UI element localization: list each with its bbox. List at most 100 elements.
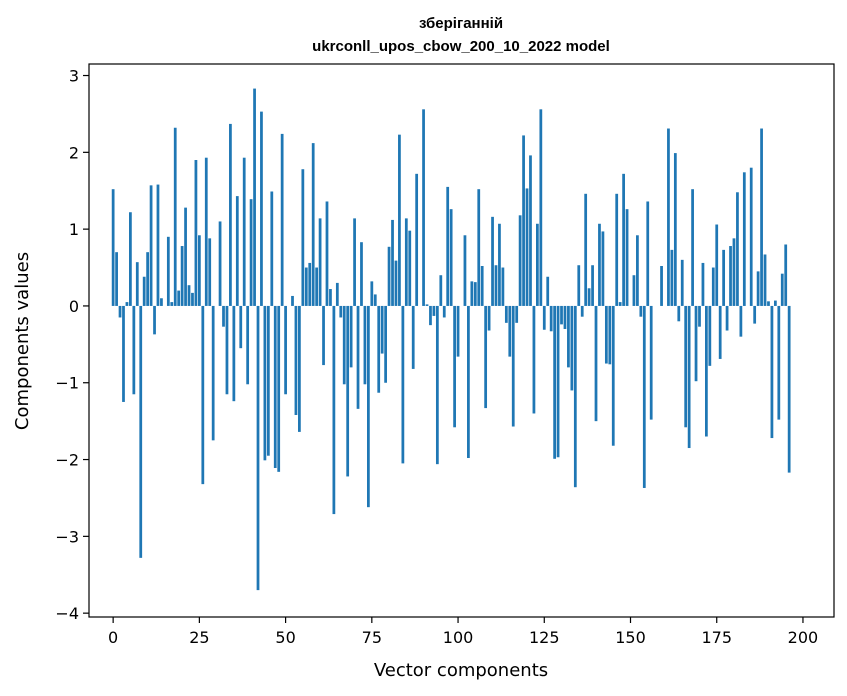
bar	[315, 267, 319, 306]
y-axis: −4 −3 −2 −1 0 1 2 3	[55, 67, 89, 623]
bar	[494, 265, 498, 306]
bar	[342, 305, 346, 385]
bar	[235, 196, 239, 306]
y-tick-label: 0	[69, 297, 79, 316]
bar	[394, 260, 398, 306]
y-tick-label: 3	[69, 67, 79, 86]
bar	[270, 191, 274, 306]
bar	[546, 276, 550, 306]
bars-group	[111, 88, 791, 591]
bar	[429, 305, 432, 326]
bar	[749, 167, 753, 306]
bar	[318, 218, 322, 306]
bar	[191, 292, 194, 306]
bar	[456, 305, 460, 357]
bar	[577, 265, 581, 306]
bar	[411, 305, 415, 369]
bar	[563, 305, 567, 329]
y-tick-label: −3	[55, 527, 79, 546]
bar	[522, 135, 525, 306]
y-tick-label: −1	[55, 374, 79, 393]
bar	[142, 276, 146, 306]
bar	[408, 230, 412, 306]
bar	[491, 216, 494, 306]
bar	[363, 305, 367, 385]
y-tick-label: −2	[55, 451, 79, 470]
bar	[329, 289, 332, 306]
bar	[477, 189, 481, 306]
bar	[542, 305, 546, 330]
chart-subtitle: ukrconll_upos_cbow_200_10_2022 model	[312, 38, 610, 55]
bar	[132, 305, 136, 395]
x-tick-label: 175	[701, 628, 732, 647]
bar	[332, 305, 336, 515]
bar	[256, 305, 260, 591]
bar	[756, 271, 760, 306]
bar	[660, 266, 663, 306]
bar	[711, 267, 715, 306]
x-axis-label: Vector components	[374, 660, 548, 681]
bar	[291, 295, 294, 306]
bar	[784, 244, 788, 306]
bar	[442, 305, 446, 318]
bar	[594, 305, 598, 422]
bar	[525, 188, 529, 306]
bar	[222, 305, 225, 327]
bar	[773, 300, 777, 306]
bar	[618, 302, 622, 306]
bar	[539, 109, 543, 306]
bar	[384, 305, 387, 383]
bar	[425, 304, 429, 306]
bar	[677, 305, 681, 322]
bar	[470, 281, 474, 306]
bar	[335, 282, 339, 306]
bar	[187, 285, 191, 306]
x-tick-label: 75	[362, 628, 382, 647]
bar	[560, 305, 563, 325]
bar	[587, 288, 591, 306]
bar	[339, 305, 343, 318]
bar	[487, 305, 491, 331]
bar	[208, 238, 212, 306]
bar	[584, 193, 588, 306]
bar	[139, 305, 143, 558]
bar	[511, 305, 515, 427]
bar	[604, 305, 608, 364]
bar	[370, 281, 374, 306]
bar	[694, 305, 698, 382]
bar	[473, 282, 477, 306]
bar	[480, 266, 484, 306]
bar	[301, 169, 305, 306]
bar	[556, 305, 560, 458]
bar	[453, 305, 456, 428]
plot-frame	[88, 63, 835, 618]
bar	[249, 199, 253, 306]
bar	[294, 305, 298, 415]
bar	[404, 218, 408, 306]
bar	[349, 305, 353, 368]
bar	[201, 305, 205, 485]
bar	[763, 254, 767, 306]
bar	[356, 305, 360, 409]
bar	[391, 219, 394, 306]
bar	[498, 223, 501, 306]
bar	[715, 224, 719, 306]
bar	[567, 305, 570, 368]
bar	[780, 273, 784, 306]
bar	[642, 305, 646, 488]
bar	[705, 305, 708, 437]
bar	[180, 246, 184, 306]
bar	[684, 305, 688, 428]
bar	[649, 305, 653, 420]
x-tick-label: 150	[615, 628, 646, 647]
bar	[701, 262, 705, 306]
bar	[129, 212, 132, 306]
bar	[373, 294, 377, 306]
bar	[204, 157, 208, 306]
bar	[422, 109, 425, 306]
bar	[346, 305, 350, 477]
bar	[273, 305, 277, 468]
bar	[211, 305, 215, 441]
bar	[518, 215, 522, 306]
